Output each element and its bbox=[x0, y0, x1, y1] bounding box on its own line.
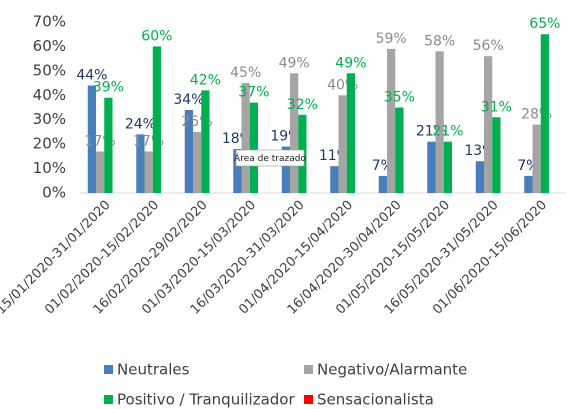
data-label: 59% bbox=[376, 31, 407, 47]
data-label: 49% bbox=[335, 55, 366, 71]
legend-label: Negativo/Alarmante bbox=[317, 361, 467, 379]
y-tick-label: 30% bbox=[33, 110, 66, 128]
bar bbox=[532, 124, 541, 193]
data-label: 65% bbox=[529, 16, 560, 32]
data-label: 24% bbox=[125, 116, 156, 132]
legend-label: Neutrales bbox=[117, 361, 190, 379]
data-label: 56% bbox=[473, 38, 504, 54]
data-label: 37% bbox=[238, 85, 269, 101]
data-label: 21% bbox=[432, 124, 463, 140]
legend-label: Sensacionalista bbox=[317, 391, 434, 409]
bar bbox=[427, 141, 436, 193]
data-label: 39% bbox=[93, 80, 124, 96]
y-tick-label: 60% bbox=[33, 37, 66, 55]
legend-swatch bbox=[304, 365, 313, 374]
y-tick-label: 40% bbox=[33, 86, 66, 104]
bar bbox=[233, 149, 242, 193]
data-label: 60% bbox=[141, 28, 172, 44]
y-tick-label: 0% bbox=[42, 184, 66, 202]
bar bbox=[395, 107, 404, 193]
bar bbox=[346, 73, 355, 193]
bar bbox=[338, 95, 347, 193]
data-label: 32% bbox=[287, 97, 318, 113]
bar bbox=[475, 161, 485, 193]
bar bbox=[96, 151, 105, 193]
bar bbox=[387, 48, 396, 193]
bar bbox=[281, 146, 291, 193]
data-label: 58% bbox=[424, 33, 455, 49]
bar bbox=[152, 46, 161, 193]
y-tick-label: 70% bbox=[33, 13, 66, 31]
legend-label: Positivo / Tranquilizador bbox=[117, 391, 295, 409]
data-label: 45% bbox=[230, 65, 261, 81]
bar bbox=[136, 134, 145, 193]
data-label: 49% bbox=[279, 55, 310, 71]
data-label: 42% bbox=[190, 72, 221, 88]
tooltip: Área de trazado bbox=[234, 152, 306, 164]
bar bbox=[241, 83, 250, 193]
data-label: 31% bbox=[481, 99, 512, 115]
bar bbox=[290, 73, 299, 193]
bar bbox=[524, 175, 533, 193]
data-label: 35% bbox=[384, 90, 415, 106]
bar bbox=[540, 34, 549, 193]
y-tick-label: 10% bbox=[33, 159, 66, 177]
bar bbox=[184, 109, 194, 193]
bar bbox=[104, 97, 113, 193]
bar bbox=[144, 151, 153, 193]
bar bbox=[443, 141, 452, 193]
bar bbox=[492, 117, 501, 193]
data-label: 34% bbox=[173, 92, 204, 108]
bar bbox=[201, 90, 210, 193]
bar bbox=[484, 56, 493, 194]
legend-swatch bbox=[304, 395, 313, 404]
bar bbox=[330, 166, 339, 193]
tooltip-box bbox=[235, 149, 305, 167]
bar bbox=[193, 131, 202, 193]
legend-swatch bbox=[104, 395, 113, 404]
data-label: 44% bbox=[76, 68, 107, 84]
y-tick-label: 20% bbox=[33, 135, 66, 153]
bar bbox=[378, 175, 388, 193]
bar bbox=[87, 85, 97, 193]
y-tick-label: 50% bbox=[33, 61, 66, 79]
bar bbox=[435, 51, 444, 193]
bar bbox=[249, 102, 258, 193]
legend-swatch bbox=[104, 365, 113, 374]
